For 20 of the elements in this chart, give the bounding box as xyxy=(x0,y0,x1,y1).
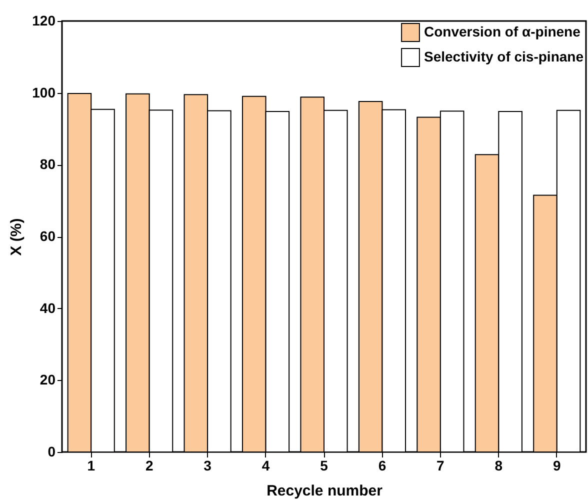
x-tick-label: 4 xyxy=(262,458,270,474)
x-tick-label: 8 xyxy=(494,458,503,474)
x-tick-label: 1 xyxy=(87,458,96,474)
y-axis-title: X (%) xyxy=(8,218,26,256)
y-tick-label: 80 xyxy=(40,156,56,172)
x-tick-label: 6 xyxy=(378,458,386,474)
y-tick-label: 120 xyxy=(32,12,56,28)
x-tick-label: 5 xyxy=(320,458,328,474)
x-tick-label: 9 xyxy=(552,458,561,474)
y-tick-label: 40 xyxy=(40,300,56,316)
legend-label: Conversion of α-pinene xyxy=(424,24,581,40)
x-tick-label: 7 xyxy=(436,458,445,474)
x-tick-label: 3 xyxy=(204,458,212,474)
x-tick-label: 2 xyxy=(145,458,154,474)
y-tick-label: 20 xyxy=(40,372,56,388)
y-tick-label: 100 xyxy=(32,84,56,100)
x-axis-title: Recycle number xyxy=(266,482,383,500)
y-tick-label: 0 xyxy=(48,444,56,460)
y-tick-label: 60 xyxy=(40,228,56,244)
legend-label: Selectivity of cis-pinane xyxy=(424,48,584,64)
